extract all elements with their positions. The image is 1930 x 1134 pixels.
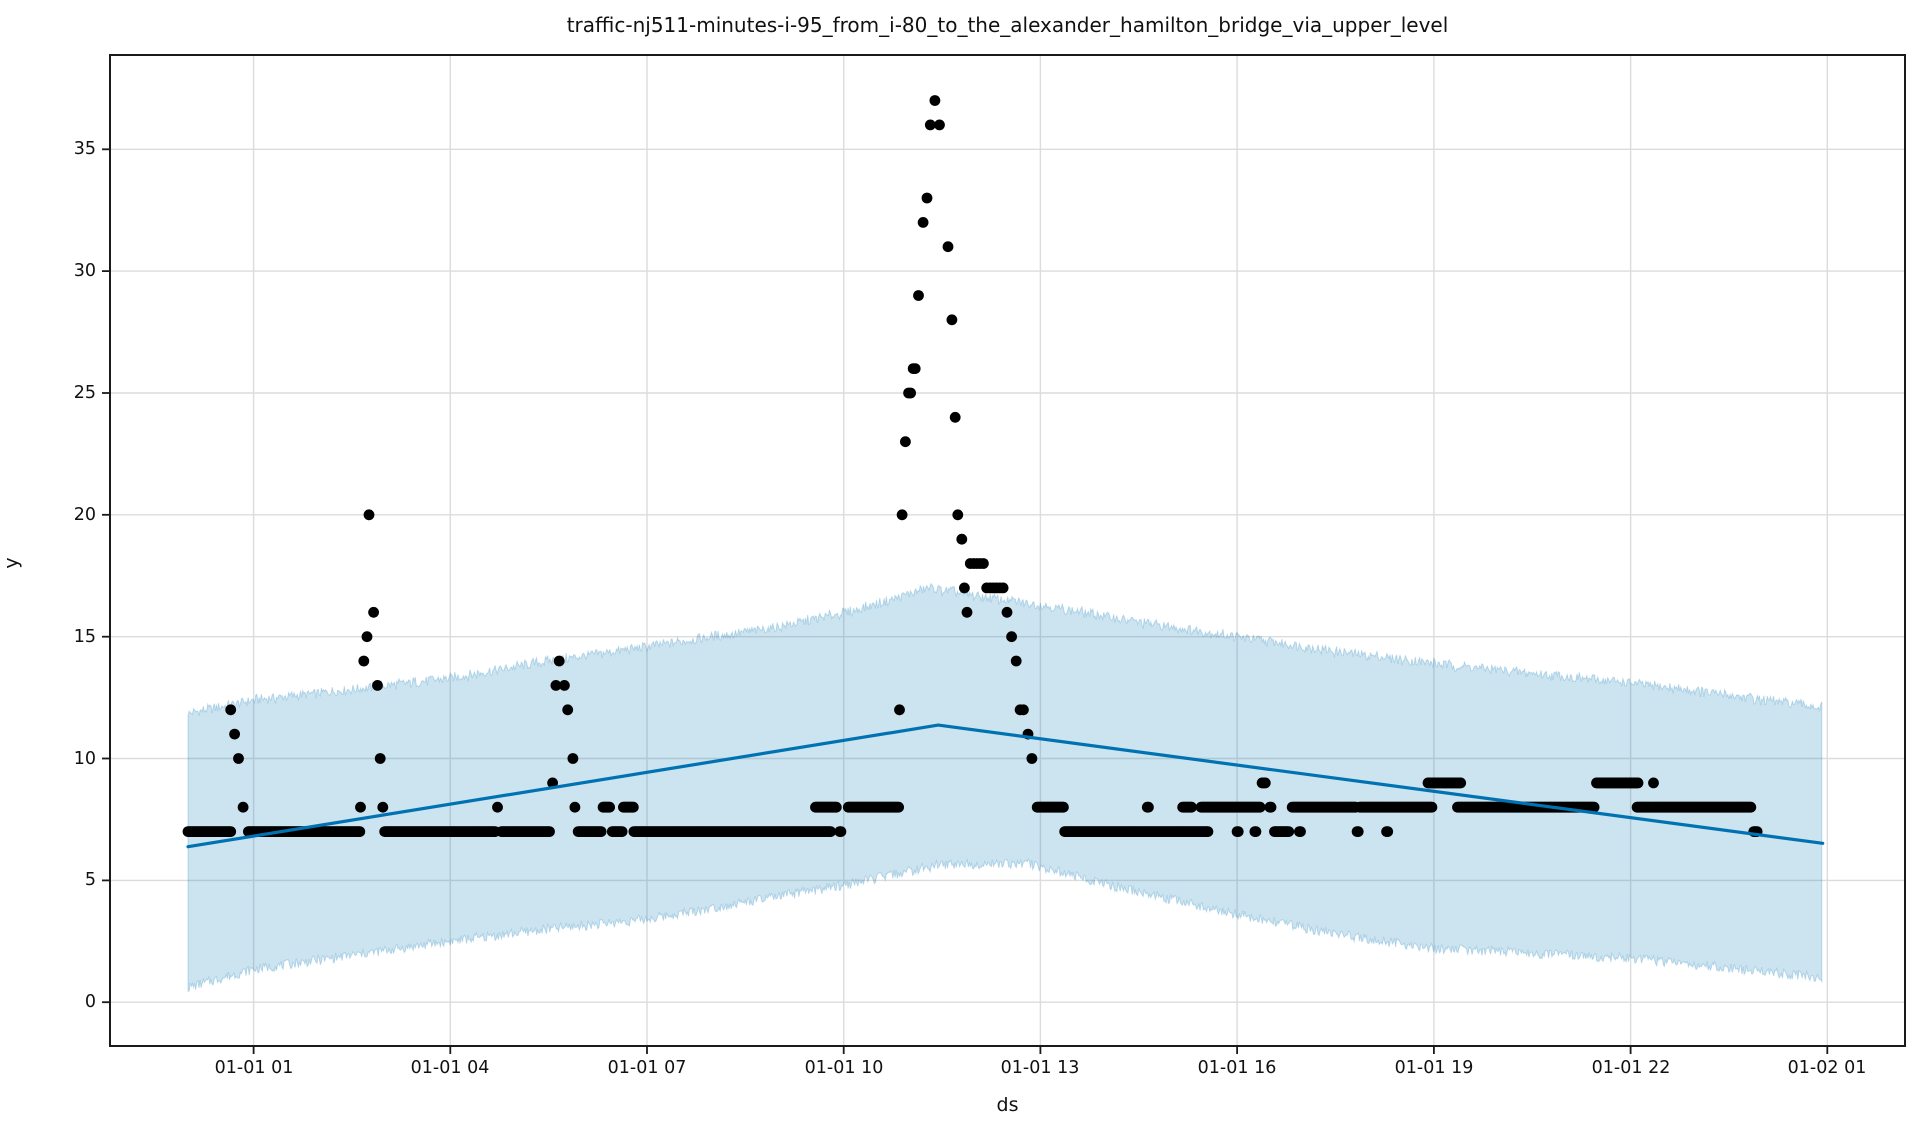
y-tick-label: 20 (73, 505, 96, 525)
x-tick-label: 01-01 19 (1394, 1058, 1474, 1078)
y-tick-label: 5 (84, 870, 96, 890)
y-tick-label: 15 (73, 627, 96, 647)
y-tick-label: 30 (73, 261, 96, 281)
trend-line (186, 723, 1825, 849)
chart-title: traffic-nj511-minutes-i-95_from_i-80_to_… (566, 13, 1449, 37)
y-tick-label: 25 (73, 383, 96, 403)
x-axis-label: ds (996, 1094, 1019, 1116)
x-tick-label: 01-01 13 (1000, 1058, 1080, 1078)
x-tick-label: 01-01 01 (214, 1058, 294, 1078)
axes-frame (109, 54, 1906, 1047)
y-tick-label: 10 (73, 749, 96, 769)
y-tick-label: 0 (84, 992, 96, 1012)
y-tick-label: 35 (73, 139, 96, 159)
y-axis-label: y (0, 557, 23, 569)
x-tick-label: 01-01 10 (804, 1058, 884, 1078)
x-tick-label: 01-02 01 (1787, 1058, 1867, 1078)
x-tick-label: 01-01 04 (410, 1058, 490, 1078)
x-tick-label: 01-01 16 (1197, 1058, 1277, 1078)
x-tick-label: 01-01 22 (1591, 1058, 1671, 1078)
x-tick-label: 01-01 07 (607, 1058, 687, 1078)
scatter-points (182, 95, 1763, 837)
uncertainty-band (187, 582, 1823, 992)
